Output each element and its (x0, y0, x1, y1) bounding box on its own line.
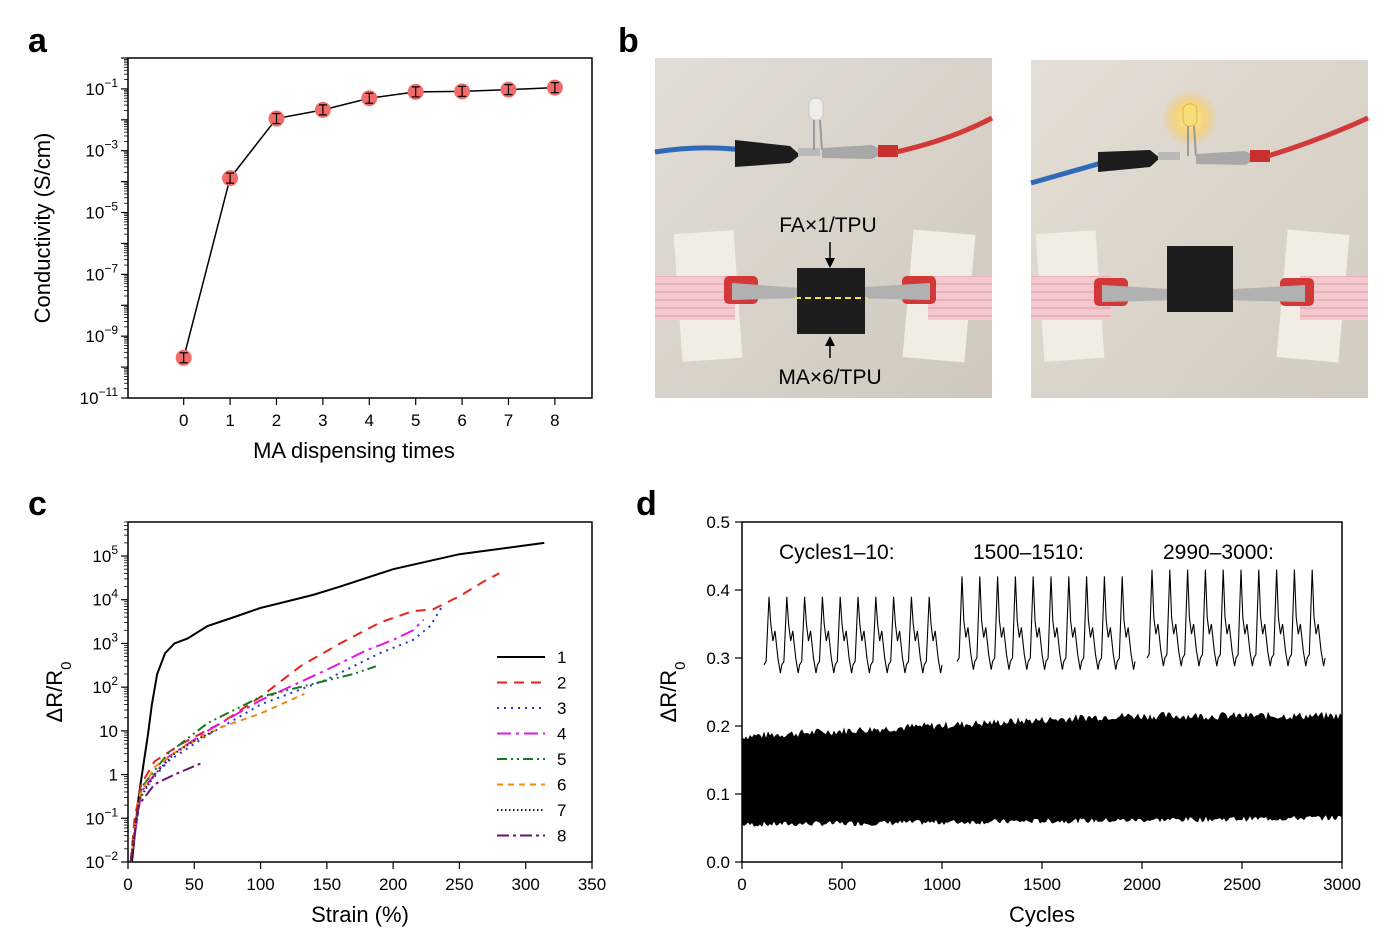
x-tick-label: 2500 (1223, 875, 1261, 894)
x-tick-label: 1000 (923, 875, 961, 894)
series-2-line (129, 572, 500, 863)
y-tick-label: 10−1 (85, 76, 118, 99)
chart-c-frame (127, 521, 593, 863)
chart-c: 0 50 100 150 200 250 300 350 10−2 10−1 1 10 102 103 10… (42, 521, 606, 927)
y-tick-label: 104 (92, 587, 118, 610)
legend-label-5: 5 (557, 750, 566, 769)
x-tick-label: 1500 (1023, 875, 1061, 894)
chart-a: 0 1 2 3 4 5 6 7 8 10−11 10−9 10−7 10−5 10−3 10−1 MA di… (30, 57, 593, 463)
series-line (182, 86, 555, 358)
chart-c-ylabel: ΔR/R0 (42, 662, 75, 723)
x-tick-label: 200 (379, 875, 407, 894)
series-4-line (129, 618, 425, 863)
legend-label-8: 8 (557, 827, 566, 846)
y-tick-label: 10−9 (85, 323, 118, 346)
x-tick-label: 0 (179, 411, 188, 430)
y-tick-label: 105 (92, 543, 118, 566)
x-tick-label: 5 (411, 411, 420, 430)
y-tick-label: 10−11 (80, 385, 119, 408)
legend-label-4: 4 (557, 725, 566, 744)
inset-trace-1 (763, 596, 943, 674)
photo-led-on (1030, 60, 1370, 398)
inset-label-3: 2990–3000: (1163, 541, 1274, 564)
y-tick-label: 0.1 (706, 785, 730, 804)
x-tick-label: 2 (272, 411, 281, 430)
y-tick-label: 103 (92, 630, 118, 653)
y-tick-label: 10−2 (85, 849, 118, 872)
x-tick-label: 8 (550, 411, 559, 430)
y-tick-label: 1 (109, 766, 118, 785)
y-tick-label: 0.5 (706, 513, 730, 532)
chart-d-ylabel: ΔR/R0 (656, 662, 689, 723)
series-1-line (130, 541, 545, 863)
x-tick-label: 1 (225, 411, 234, 430)
y-tick-label: 0.3 (706, 649, 730, 668)
y-tick-label: 102 (92, 674, 118, 697)
y-tick-label: 10−3 (85, 138, 118, 161)
x-tick-label: 300 (512, 875, 540, 894)
x-tick-label: 350 (578, 875, 606, 894)
x-tick-label: 0 (123, 875, 132, 894)
y-tick-label: 0.4 (706, 581, 730, 600)
y-tick-label: 10−5 (85, 200, 118, 223)
chart-a-frame (127, 57, 593, 399)
y-tick-label: 0.0 (706, 853, 730, 872)
y-tick-label: 10 (99, 722, 118, 741)
x-tick-label: 2000 (1123, 875, 1161, 894)
x-tick-label: 7 (504, 411, 513, 430)
series-5-line (129, 665, 377, 863)
photo-top-label: FA×1/TPU (779, 214, 876, 237)
chart-d-xlabel: Cycles (1009, 902, 1075, 927)
series-3-line (129, 603, 445, 863)
series-6-line (129, 693, 305, 863)
legend-label-2: 2 (557, 674, 566, 693)
chart-a-ylabel: Conductivity (S/cm) (30, 133, 55, 324)
inset-label-1: Cycles1–10: (779, 541, 895, 564)
photo-bottom-label: MA×6/TPU (778, 366, 881, 389)
x-tick-label: 3 (318, 411, 327, 430)
inset-trace-2 (956, 576, 1136, 670)
photo-led-off: FA×1/TPU MA×6/TPU (654, 58, 994, 398)
series-7-line (129, 729, 215, 863)
legend-label-3: 3 (557, 699, 566, 718)
chart-a-xlabel: MA dispensing times (253, 438, 455, 463)
chart-c-xlabel: Strain (%) (311, 902, 409, 927)
inset-label-2: 1500–1510: (973, 541, 1084, 564)
legend-label-6: 6 (557, 776, 566, 795)
y-tick-label: 10−7 (85, 261, 118, 284)
y-tick-label: 0.2 (706, 717, 730, 736)
x-tick-label: 150 (313, 875, 341, 894)
y-tick-label: 10−1 (85, 805, 118, 828)
legend-label-1: 1 (557, 648, 566, 667)
x-tick-label: 100 (246, 875, 274, 894)
panel-c-label: c (28, 485, 47, 523)
x-tick-label: 50 (185, 875, 204, 894)
panel-d-label: d (636, 485, 657, 523)
x-tick-label: 6 (457, 411, 466, 430)
panel-b-label: b (618, 22, 639, 60)
cycling-signal-band (742, 711, 1342, 827)
x-tick-label: 4 (365, 411, 374, 430)
panel-a-label: a (28, 22, 48, 60)
x-tick-label: 500 (828, 875, 856, 894)
x-tick-label: 0 (737, 875, 746, 894)
legend-label-7: 7 (557, 801, 566, 820)
series-8-line (129, 762, 202, 863)
x-tick-label: 250 (445, 875, 473, 894)
inset-trace-3 (1146, 569, 1326, 667)
chart-d: 0 500 1000 1500 2000 2500 3000 0.0 0.1 0.2 0.3 0.4 0… (656, 513, 1361, 927)
x-tick-label: 3000 (1323, 875, 1361, 894)
